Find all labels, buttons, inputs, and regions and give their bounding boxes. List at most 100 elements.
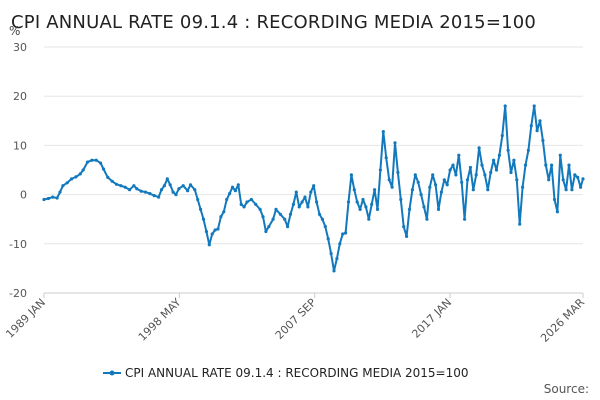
data-point[interactable] <box>288 212 293 216</box>
data-point[interactable] <box>81 168 85 172</box>
data-point[interactable] <box>286 225 290 229</box>
data-point[interactable] <box>236 183 240 187</box>
data-point[interactable] <box>258 207 262 211</box>
data-point[interactable] <box>267 225 271 229</box>
data-point[interactable] <box>434 183 438 187</box>
data-point[interactable] <box>46 196 51 201</box>
data-point[interactable] <box>465 178 470 182</box>
data-point[interactable] <box>497 153 501 157</box>
data-point[interactable] <box>193 188 197 192</box>
data-point[interactable] <box>135 187 139 191</box>
data-point[interactable] <box>128 188 132 192</box>
data-point[interactable] <box>219 215 223 219</box>
data-point[interactable] <box>261 215 265 219</box>
data-point[interactable] <box>283 217 287 221</box>
data-point[interactable] <box>201 217 206 221</box>
data-point[interactable] <box>381 130 385 134</box>
data-point[interactable] <box>230 185 235 189</box>
data-point[interactable] <box>521 185 525 189</box>
data-point[interactable] <box>457 153 461 157</box>
data-point[interactable] <box>168 183 172 187</box>
data-point[interactable] <box>210 232 214 236</box>
data-point[interactable] <box>242 205 246 209</box>
data-point[interactable] <box>110 179 114 183</box>
data-point[interactable] <box>361 197 365 202</box>
data-point[interactable] <box>468 165 472 170</box>
data-point[interactable] <box>451 163 455 167</box>
data-point[interactable] <box>407 207 412 211</box>
data-point[interactable] <box>341 232 345 236</box>
data-point[interactable] <box>541 138 545 143</box>
data-point[interactable] <box>387 178 391 182</box>
data-point[interactable] <box>61 184 65 188</box>
data-point[interactable] <box>405 234 409 238</box>
data-point[interactable] <box>58 190 62 194</box>
data-point[interactable] <box>315 200 319 204</box>
data-point[interactable] <box>436 207 441 211</box>
data-point[interactable] <box>512 158 516 162</box>
data-point[interactable] <box>439 190 443 194</box>
data-point[interactable] <box>303 195 307 199</box>
data-point[interactable] <box>152 194 156 198</box>
data-point[interactable] <box>85 160 90 164</box>
data-point[interactable] <box>264 229 268 234</box>
data-point[interactable] <box>579 185 583 189</box>
data-point[interactable] <box>225 197 229 202</box>
data-point[interactable] <box>567 163 571 167</box>
data-point[interactable] <box>355 200 359 204</box>
data-point[interactable] <box>445 183 449 187</box>
data-point[interactable] <box>390 185 394 189</box>
data-point[interactable] <box>425 217 429 221</box>
data-point[interactable] <box>294 190 298 194</box>
data-point[interactable] <box>370 202 374 206</box>
data-point[interactable] <box>576 175 580 179</box>
data-point[interactable] <box>573 173 577 177</box>
data-point[interactable] <box>344 231 348 235</box>
data-point[interactable] <box>274 207 278 211</box>
data-point[interactable] <box>492 158 496 162</box>
legend[interactable]: CPI ANNUAL RATE 09.1.4 : RECORDING MEDIA… <box>103 366 469 380</box>
data-point[interactable] <box>245 200 249 204</box>
data-point[interactable] <box>558 153 562 157</box>
data-point[interactable] <box>55 196 59 200</box>
data-point[interactable] <box>132 184 136 188</box>
data-point[interactable] <box>114 182 119 186</box>
data-point[interactable] <box>233 189 237 193</box>
data-point[interactable] <box>515 178 519 182</box>
data-point[interactable] <box>494 168 499 172</box>
data-point[interactable] <box>213 228 217 232</box>
data-point[interactable] <box>306 205 310 209</box>
data-point[interactable] <box>561 178 565 182</box>
data-point[interactable] <box>538 119 542 123</box>
data-point[interactable] <box>204 229 208 234</box>
data-point[interactable] <box>139 189 143 193</box>
data-point[interactable] <box>373 188 377 192</box>
data-point[interactable] <box>143 190 148 194</box>
data-point[interactable] <box>367 217 371 221</box>
data-point[interactable] <box>177 187 181 191</box>
data-point[interactable] <box>483 173 487 177</box>
data-point[interactable] <box>291 202 295 206</box>
data-point[interactable] <box>477 146 481 150</box>
data-point[interactable] <box>329 252 333 256</box>
data-point[interactable] <box>358 207 362 211</box>
data-point[interactable] <box>346 200 351 204</box>
data-point[interactable] <box>320 217 324 221</box>
data-point[interactable] <box>448 168 452 172</box>
data-point[interactable] <box>506 148 510 152</box>
data-point[interactable] <box>410 188 414 192</box>
data-point[interactable] <box>460 180 464 184</box>
data-point[interactable] <box>326 237 330 241</box>
data-point[interactable] <box>335 257 339 261</box>
data-point[interactable] <box>317 212 322 216</box>
data-point[interactable] <box>216 227 220 231</box>
data-point[interactable] <box>94 158 98 162</box>
data-point[interactable] <box>349 173 353 177</box>
data-point[interactable] <box>90 158 94 162</box>
data-point[interactable] <box>544 163 548 167</box>
data-point[interactable] <box>454 173 458 177</box>
data-point[interactable] <box>486 188 490 192</box>
data-point[interactable] <box>222 210 226 214</box>
data-point[interactable] <box>532 104 536 108</box>
data-point[interactable] <box>65 181 69 185</box>
